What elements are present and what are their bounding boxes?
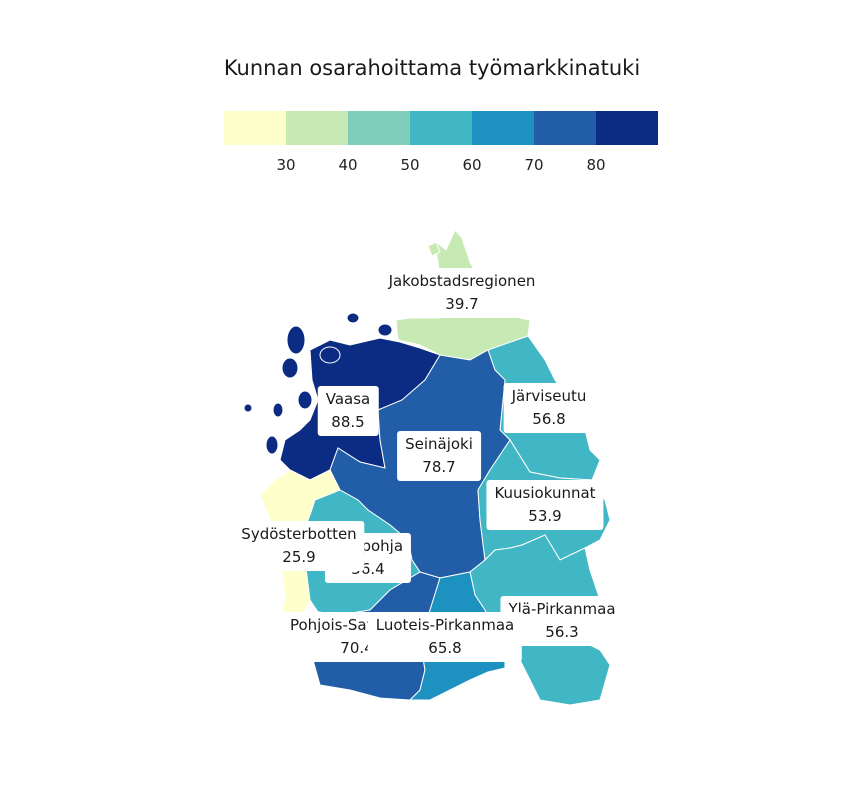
legend-tick-label: 70 — [524, 156, 543, 174]
region-vaasa-island[interactable] — [286, 325, 306, 355]
legend-swatch — [286, 111, 348, 145]
legend-swatch — [410, 111, 472, 145]
region-vaasa-island[interactable] — [272, 402, 284, 418]
color-legend: 30 40 50 60 70 80 — [224, 111, 658, 174]
legend-tick-label: 80 — [586, 156, 605, 174]
legend-swatch — [348, 111, 410, 145]
legend-swatch — [472, 111, 534, 145]
legend-swatch — [534, 111, 596, 145]
region-vaasa-island[interactable] — [346, 312, 360, 324]
label-vaasa: Vaasa 88.5 — [317, 386, 379, 436]
region-vaasa-island[interactable] — [297, 390, 313, 410]
region-vaasa-island[interactable] — [281, 357, 299, 379]
legend-tick-label: 40 — [338, 156, 357, 174]
legend-swatch — [596, 111, 658, 145]
region-vaasa-island[interactable] — [265, 435, 279, 455]
legend-swatch — [224, 111, 286, 145]
legend-tick-label: 50 — [400, 156, 419, 174]
label-seinajoki: Seinäjoki 78.7 — [397, 431, 481, 481]
legend-tick-label: 30 — [276, 156, 295, 174]
region-vaasa-island[interactable] — [319, 346, 341, 364]
label-luoteis-pirkanmaa: Luoteis-Pirkanmaa 65.8 — [367, 612, 523, 662]
legend-tick-label: 60 — [462, 156, 481, 174]
label-jakobstadsregionen: Jakobstadsregionen 39.7 — [380, 268, 544, 318]
label-kuusiokunnat: Kuusiokunnat 53.9 — [486, 480, 604, 530]
region-jakobstadsregionen-island[interactable] — [427, 241, 441, 257]
region-vaasa-island[interactable] — [243, 403, 253, 413]
label-jarviseutu: Järviseutu 56.8 — [503, 383, 595, 433]
map-title: Kunnan osarahoittama työmarkkinatuki — [223, 56, 641, 80]
label-sydosterbotten: Sydösterbotten 25.9 — [233, 521, 365, 571]
region-vaasa-island[interactable] — [377, 323, 393, 337]
